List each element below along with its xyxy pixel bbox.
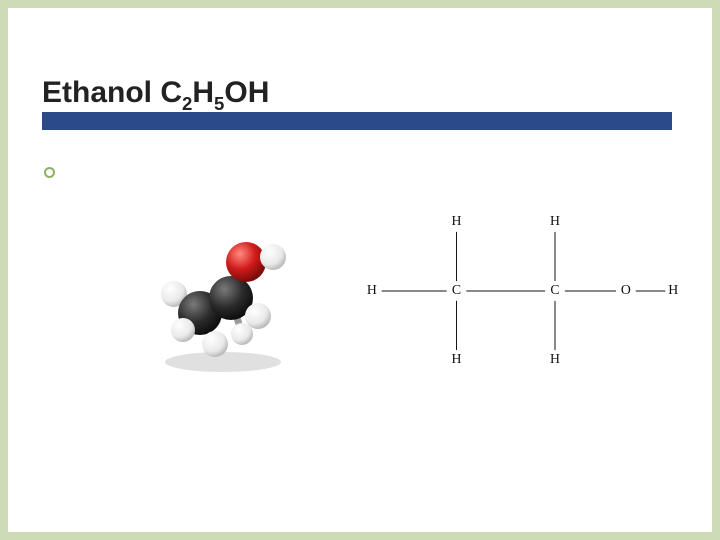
label-o: O [621,282,631,297]
ethanol-3d-model [138,216,318,386]
label-h: H [550,351,560,366]
title-part-1: Ethanol C [42,76,182,109]
label-h: H [452,351,462,366]
title-sub-2: 5 [214,93,224,114]
atom-h [245,303,271,329]
slide: Ethanol C2H5OH [0,0,720,540]
atom-h [260,244,286,270]
ethanol-structural-formula: H C C O H H H H H [360,203,685,378]
label-h: H [550,213,560,228]
bullet-icon [44,167,55,178]
label-c: C [452,282,461,297]
label-h: H [367,282,377,297]
label-c: C [550,282,559,297]
atom-o [226,242,266,282]
model-shadow [165,352,281,372]
slide-title: Ethanol C2H5OH [42,76,269,114]
atom-h [171,318,195,342]
title-part-3: OH [224,76,269,109]
label-h: H [452,213,462,228]
atom-h [202,331,228,357]
title-sub-1: 2 [182,93,192,114]
title-text: Ethanol C2H5OH [42,76,269,109]
title-part-2: H [192,76,214,109]
title-underline [42,112,672,130]
atom-h [231,323,253,345]
label-h: H [668,282,678,297]
